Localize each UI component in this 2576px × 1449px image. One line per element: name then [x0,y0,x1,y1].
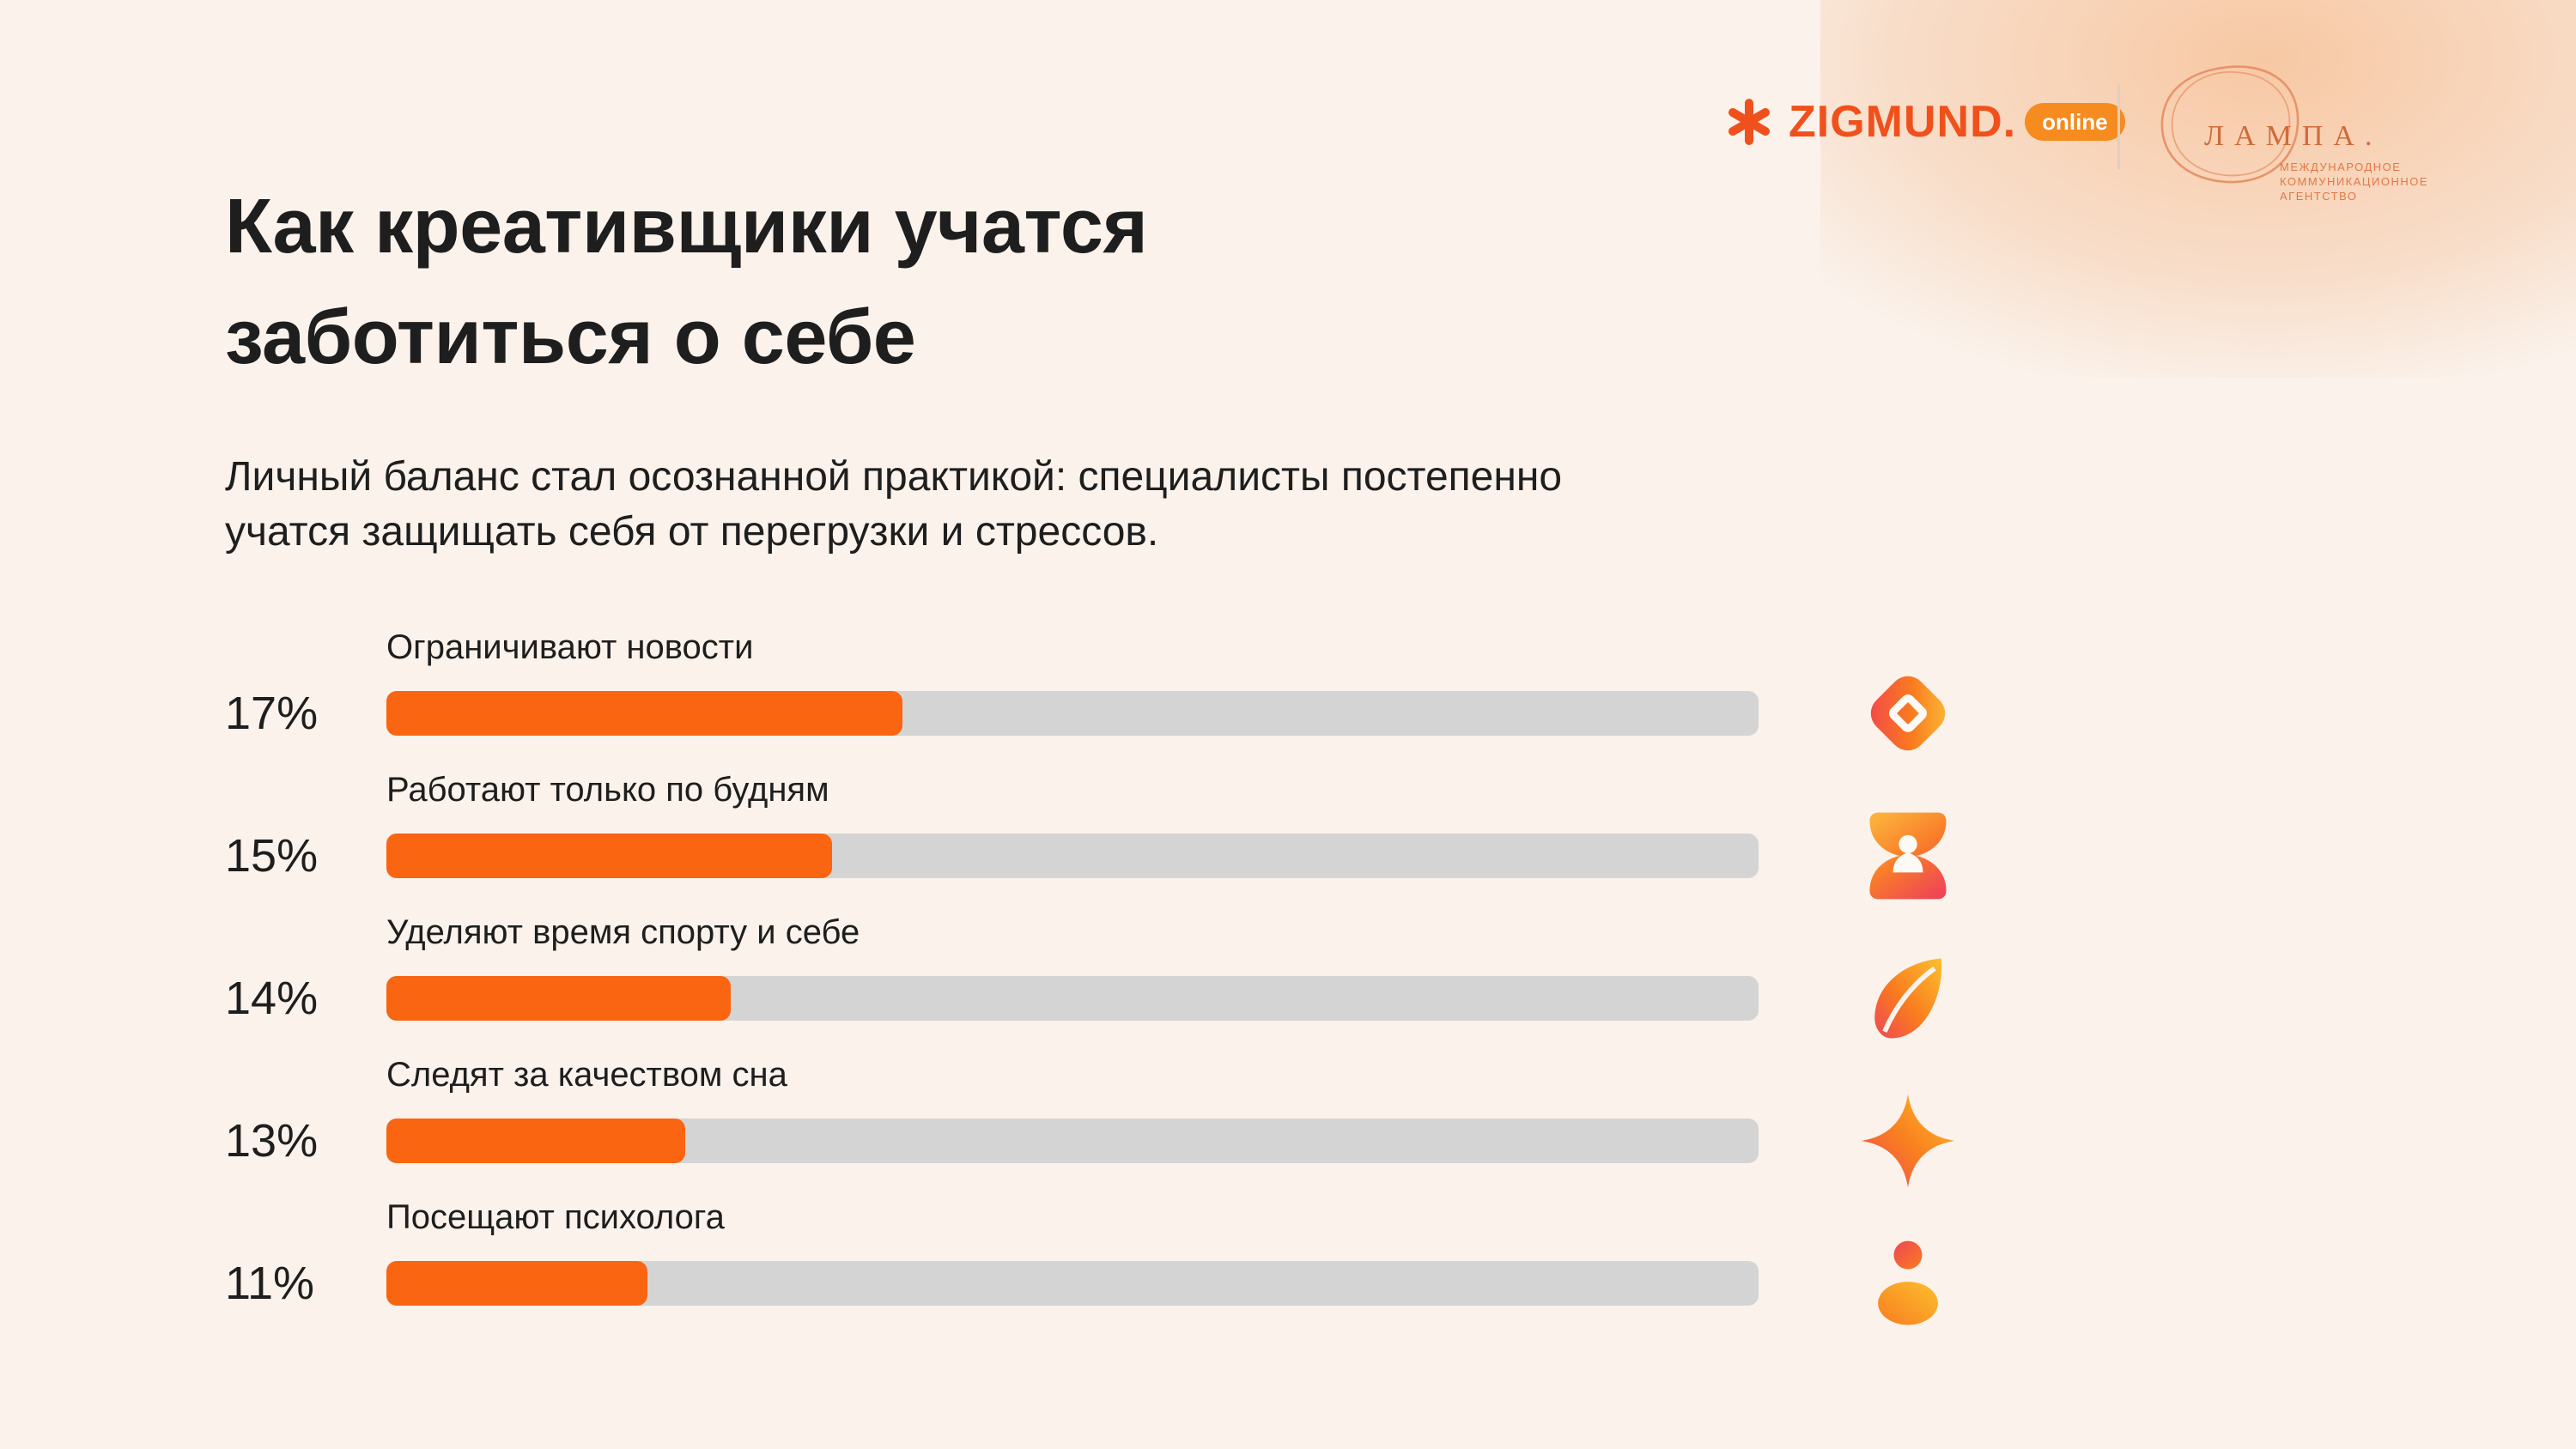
bar-row: 15% Работают только по будням [225,767,2114,909]
bar-track [386,1261,1759,1306]
lampa-logo: ЛАМПА. МЕЖДУНАРОДНОЕ КОММУНИКАЦИОННОЕ АГ… [2151,50,2434,217]
sparkle-icon [1855,1088,1961,1194]
logo-divider [2117,84,2120,170]
bar-category-label: Работают только по будням [386,771,829,809]
bar-category-label: Посещают психолога [386,1198,725,1236]
bar-value-label: 14% [225,973,319,1024]
bar-value-label: 15% [225,830,319,882]
lampa-tagline-line: МЕЖДУНАРОДНОЕ [2280,161,2402,173]
page-title: Как креативщики учатся заботиться о себе [225,172,1148,393]
person-icon [1855,1230,1961,1337]
bar-fill [386,1119,686,1163]
bar-row: 14% Уделяют время спорту и себе [225,909,2114,1052]
lampa-tagline-line: КОММУНИКАЦИОННОЕ [2280,175,2429,188]
bar-category-label: Уделяют время спорту и себе [386,913,860,951]
bar-fill [386,691,902,736]
bar-row: 17% Ограничивают новости [225,624,2114,767]
lampa-logo-text: ЛАМПА. [2204,120,2383,152]
bar-row: 13% Следят за качеством сна [225,1052,2114,1194]
lampa-tagline: МЕЖДУНАРОДНОЕ КОММУНИКАЦИОННОЕ АГЕНТСТВО [2280,160,2428,203]
bar-value-label: 13% [225,1115,319,1167]
bar-fill [386,834,833,878]
zigmund-logo-icon [1722,94,1789,149]
bar-chart: 17% Ограничивают новости 15% [225,624,2114,1337]
bar-value-label: 11% [225,1258,315,1309]
zigmund-logo: ZIGMUND. online [1722,94,2125,149]
lampa-tagline-line: АГЕНТСТВО [2280,190,2358,203]
bar-track [386,1119,1759,1163]
title-line: Как креативщики учатся [225,184,1148,270]
bar-fill [386,976,732,1021]
bar-track [386,976,1759,1021]
gem-icon [1855,660,1961,767]
bar-row: 11% Посещают психолога [225,1194,2114,1337]
hourglass-icon [1855,803,1961,909]
bar-track [386,834,1759,878]
bar-category-label: Ограничивают новости [386,628,754,666]
subtitle-line: Личный баланс стал осознанной практикой:… [225,454,1563,500]
subtitle-line: учатся защищать себя от перегрузки и стр… [225,509,1159,555]
bar-track [386,691,1759,736]
bar-category-label: Следят за качеством сна [386,1056,787,1094]
leaf-icon [1855,945,1961,1052]
subtitle: Личный баланс стал осознанной практикой:… [225,450,1562,560]
zigmund-online-badge: online [2025,103,2125,141]
bar-fill [386,1261,647,1306]
title-line: заботиться о себе [225,294,916,380]
zigmund-logo-text: ZIGMUND. [1789,97,2017,147]
bar-value-label: 17% [225,688,319,739]
